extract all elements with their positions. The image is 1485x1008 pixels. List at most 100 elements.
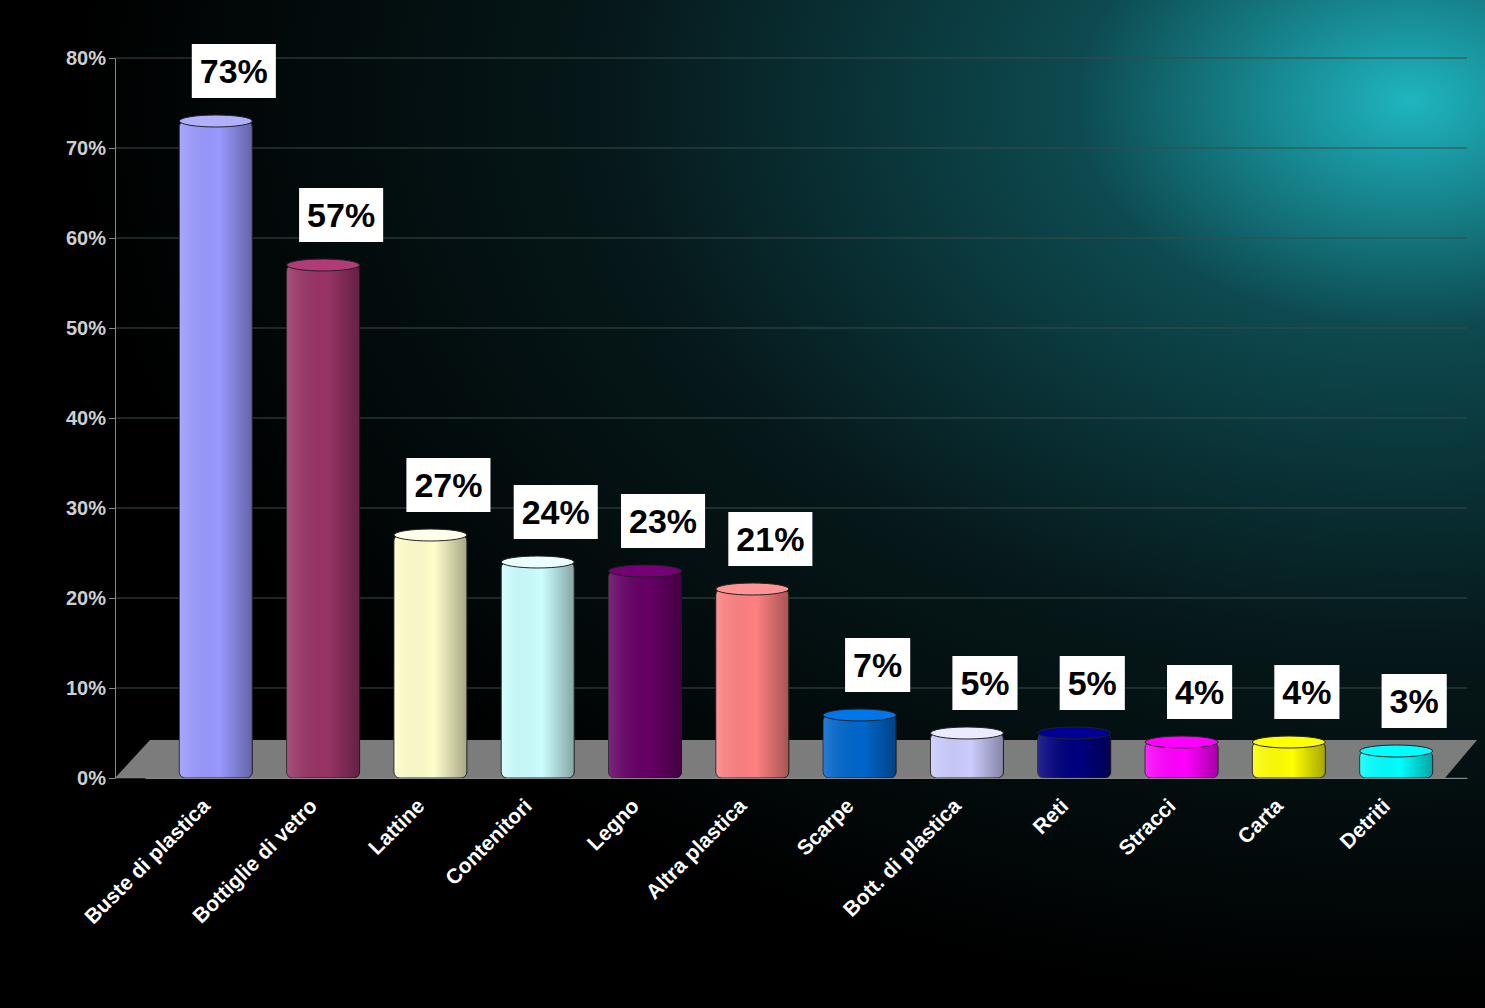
bar (823, 715, 896, 778)
data-label-box (728, 512, 812, 566)
x-tick-label: Contenitori (440, 794, 535, 889)
bar-shade (179, 121, 252, 778)
bar (609, 571, 682, 778)
data-label: 27% (414, 466, 482, 504)
data-label: 5% (960, 664, 1009, 702)
data-label-box (1382, 674, 1447, 728)
chart: 0% 10% 20% 30% 40% 50% 60% 70% 80% 73% 57% 27% 24% 23… (0, 0, 1485, 1008)
y-tick-mark (109, 328, 115, 329)
data-label-box (621, 494, 705, 548)
x-axis-line (146, 778, 1468, 779)
bar-cap (1038, 727, 1111, 739)
bar (716, 589, 789, 778)
y-tick-mark (109, 598, 115, 599)
bar-cap (1360, 745, 1433, 757)
x-tick: Lattine (364, 778, 431, 859)
data-label: 73% (200, 52, 268, 90)
bar-cap (179, 115, 252, 127)
x-tick-label: Altra plastica (641, 794, 751, 904)
y-tick: 40% (66, 407, 115, 429)
bar (287, 265, 360, 778)
data-label: 4% (1175, 673, 1224, 711)
y-tick-mark (109, 688, 115, 689)
x-tick: Scarpe (792, 778, 860, 860)
data-label: 3% (1390, 682, 1439, 720)
y-tick-label: 40% (66, 407, 106, 429)
x-tick-label: Scarpe (792, 794, 858, 860)
data-label: 7% (853, 646, 902, 684)
x-tick: Carta (1233, 778, 1289, 848)
x-tick-label: Reti (1028, 794, 1072, 838)
y-tick: 80% (66, 47, 115, 69)
data-label-box (952, 656, 1017, 710)
bar-shade (1038, 733, 1111, 778)
bar (394, 535, 467, 778)
data-labels: 73%57%27%24%23%21%7%5%5%4%4%3% (192, 44, 1447, 728)
y-axis: 0% 10% 20% 30% 40% 50% 60% 70% 80% (66, 47, 116, 789)
y-tick: 50% (66, 317, 115, 339)
data-label-box (406, 458, 490, 512)
bar-cap (823, 709, 896, 721)
data-label-box (1060, 656, 1125, 710)
bar (179, 121, 252, 778)
bar-cap (287, 259, 360, 271)
data-label: 23% (629, 502, 697, 540)
y-tick-label: 10% (66, 677, 106, 699)
data-label-box (845, 638, 910, 692)
x-tick: Stracci (1114, 778, 1182, 860)
data-label: 24% (522, 493, 590, 531)
data-label: 57% (307, 196, 375, 234)
x-tick-label: Stracci (1114, 794, 1180, 860)
bar (1038, 733, 1111, 778)
y-tick-mark (109, 148, 115, 149)
x-tick: Reti (1028, 778, 1074, 838)
grid-line (115, 58, 1467, 59)
bar-shade (287, 265, 360, 778)
y-tick-label: 0% (77, 767, 106, 789)
x-tick: Detriti (1335, 778, 1396, 853)
x-tick: Legno (582, 778, 645, 855)
bar-cap (394, 529, 467, 541)
bar-shade (394, 535, 467, 778)
y-tick-label: 30% (66, 497, 106, 519)
grid-line (115, 148, 1467, 149)
x-tick-label: Lattine (364, 794, 429, 859)
background (0, 0, 1485, 1008)
x-tick-label: Bott. di plastica (838, 794, 965, 921)
y-tick-mark (109, 778, 115, 779)
data-label-box (1167, 665, 1232, 719)
x-tick: Contenitori (440, 778, 537, 889)
bars (179, 115, 1432, 778)
y-tick-label: 50% (66, 317, 106, 339)
bar-shade (501, 562, 574, 778)
x-axis: Buste di plasticaBottiglie di vetroLatti… (80, 778, 1468, 928)
y-tick-label: 70% (66, 137, 106, 159)
x-tick-label: Bottiglie di vetro (188, 794, 321, 927)
bar-shade (716, 589, 789, 778)
data-label-box (514, 485, 598, 539)
data-label-box (192, 44, 276, 98)
y-tick: 20% (66, 587, 115, 609)
bar-cap (1252, 736, 1325, 748)
y-tick: 60% (66, 227, 115, 249)
bar (930, 733, 1003, 778)
y-tick-mark (109, 508, 115, 509)
x-tick-label: Detriti (1335, 794, 1394, 853)
y-tick-mark (109, 238, 115, 239)
bar-shade (609, 571, 682, 778)
y-axis-line (115, 59, 116, 779)
data-label-box (1274, 665, 1339, 719)
y-tick-mark (109, 418, 115, 419)
bar-cap (930, 727, 1003, 739)
y-tick: 30% (66, 497, 115, 519)
x-tick-label: Carta (1233, 794, 1287, 848)
y-tick-label: 60% (66, 227, 106, 249)
y-tick: 70% (66, 137, 115, 159)
grid (115, 58, 1467, 778)
x-tick: Bottiglie di vetro (188, 778, 323, 927)
y-tick-mark (109, 58, 115, 59)
x-tick: Bott. di plastica (838, 778, 967, 921)
bar-shade (823, 715, 896, 778)
data-label: 21% (736, 520, 804, 558)
bar-cap (501, 556, 574, 568)
